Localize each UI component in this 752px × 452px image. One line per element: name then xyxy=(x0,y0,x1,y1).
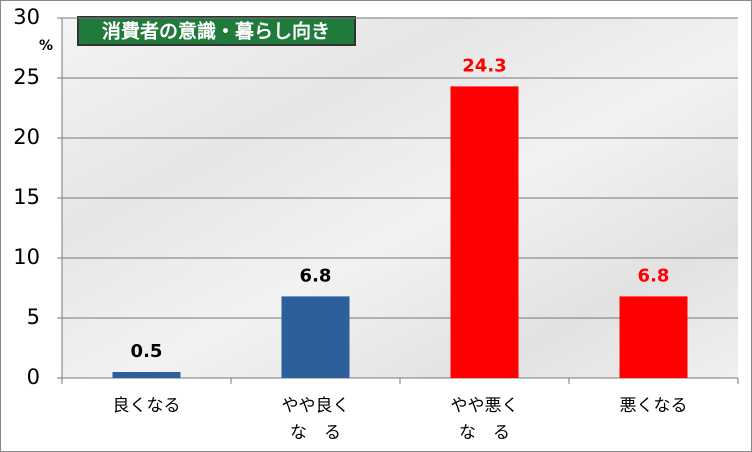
x-tick-label: 良くなる xyxy=(113,396,181,416)
bar xyxy=(450,86,519,379)
x-tick-label: 悪くなる xyxy=(620,396,688,416)
y-tick-label: 0 xyxy=(27,365,40,389)
x-tick-label: やや良くな る xyxy=(282,396,350,443)
y-unit: % xyxy=(39,38,53,54)
bar xyxy=(619,296,688,378)
value-label: 6.8 xyxy=(638,265,670,286)
bar xyxy=(112,372,181,378)
bar xyxy=(281,296,350,378)
title-box xyxy=(77,16,356,46)
x-tick-label: やや悪くな る xyxy=(451,396,519,443)
value-label: 24.3 xyxy=(462,55,506,76)
y-tick-label: 15 xyxy=(13,185,40,209)
value-label: 6.8 xyxy=(300,265,332,286)
y-tick-label: 25 xyxy=(13,65,40,89)
y-tick-label: 10 xyxy=(13,245,40,269)
value-label: 0.5 xyxy=(131,341,163,362)
y-tick-label: 5 xyxy=(27,305,40,329)
y-tick-label: 20 xyxy=(13,125,40,149)
chart-title: 消費者の意識・暮らし向き xyxy=(102,20,330,43)
y-tick-label: 30 xyxy=(13,5,40,29)
